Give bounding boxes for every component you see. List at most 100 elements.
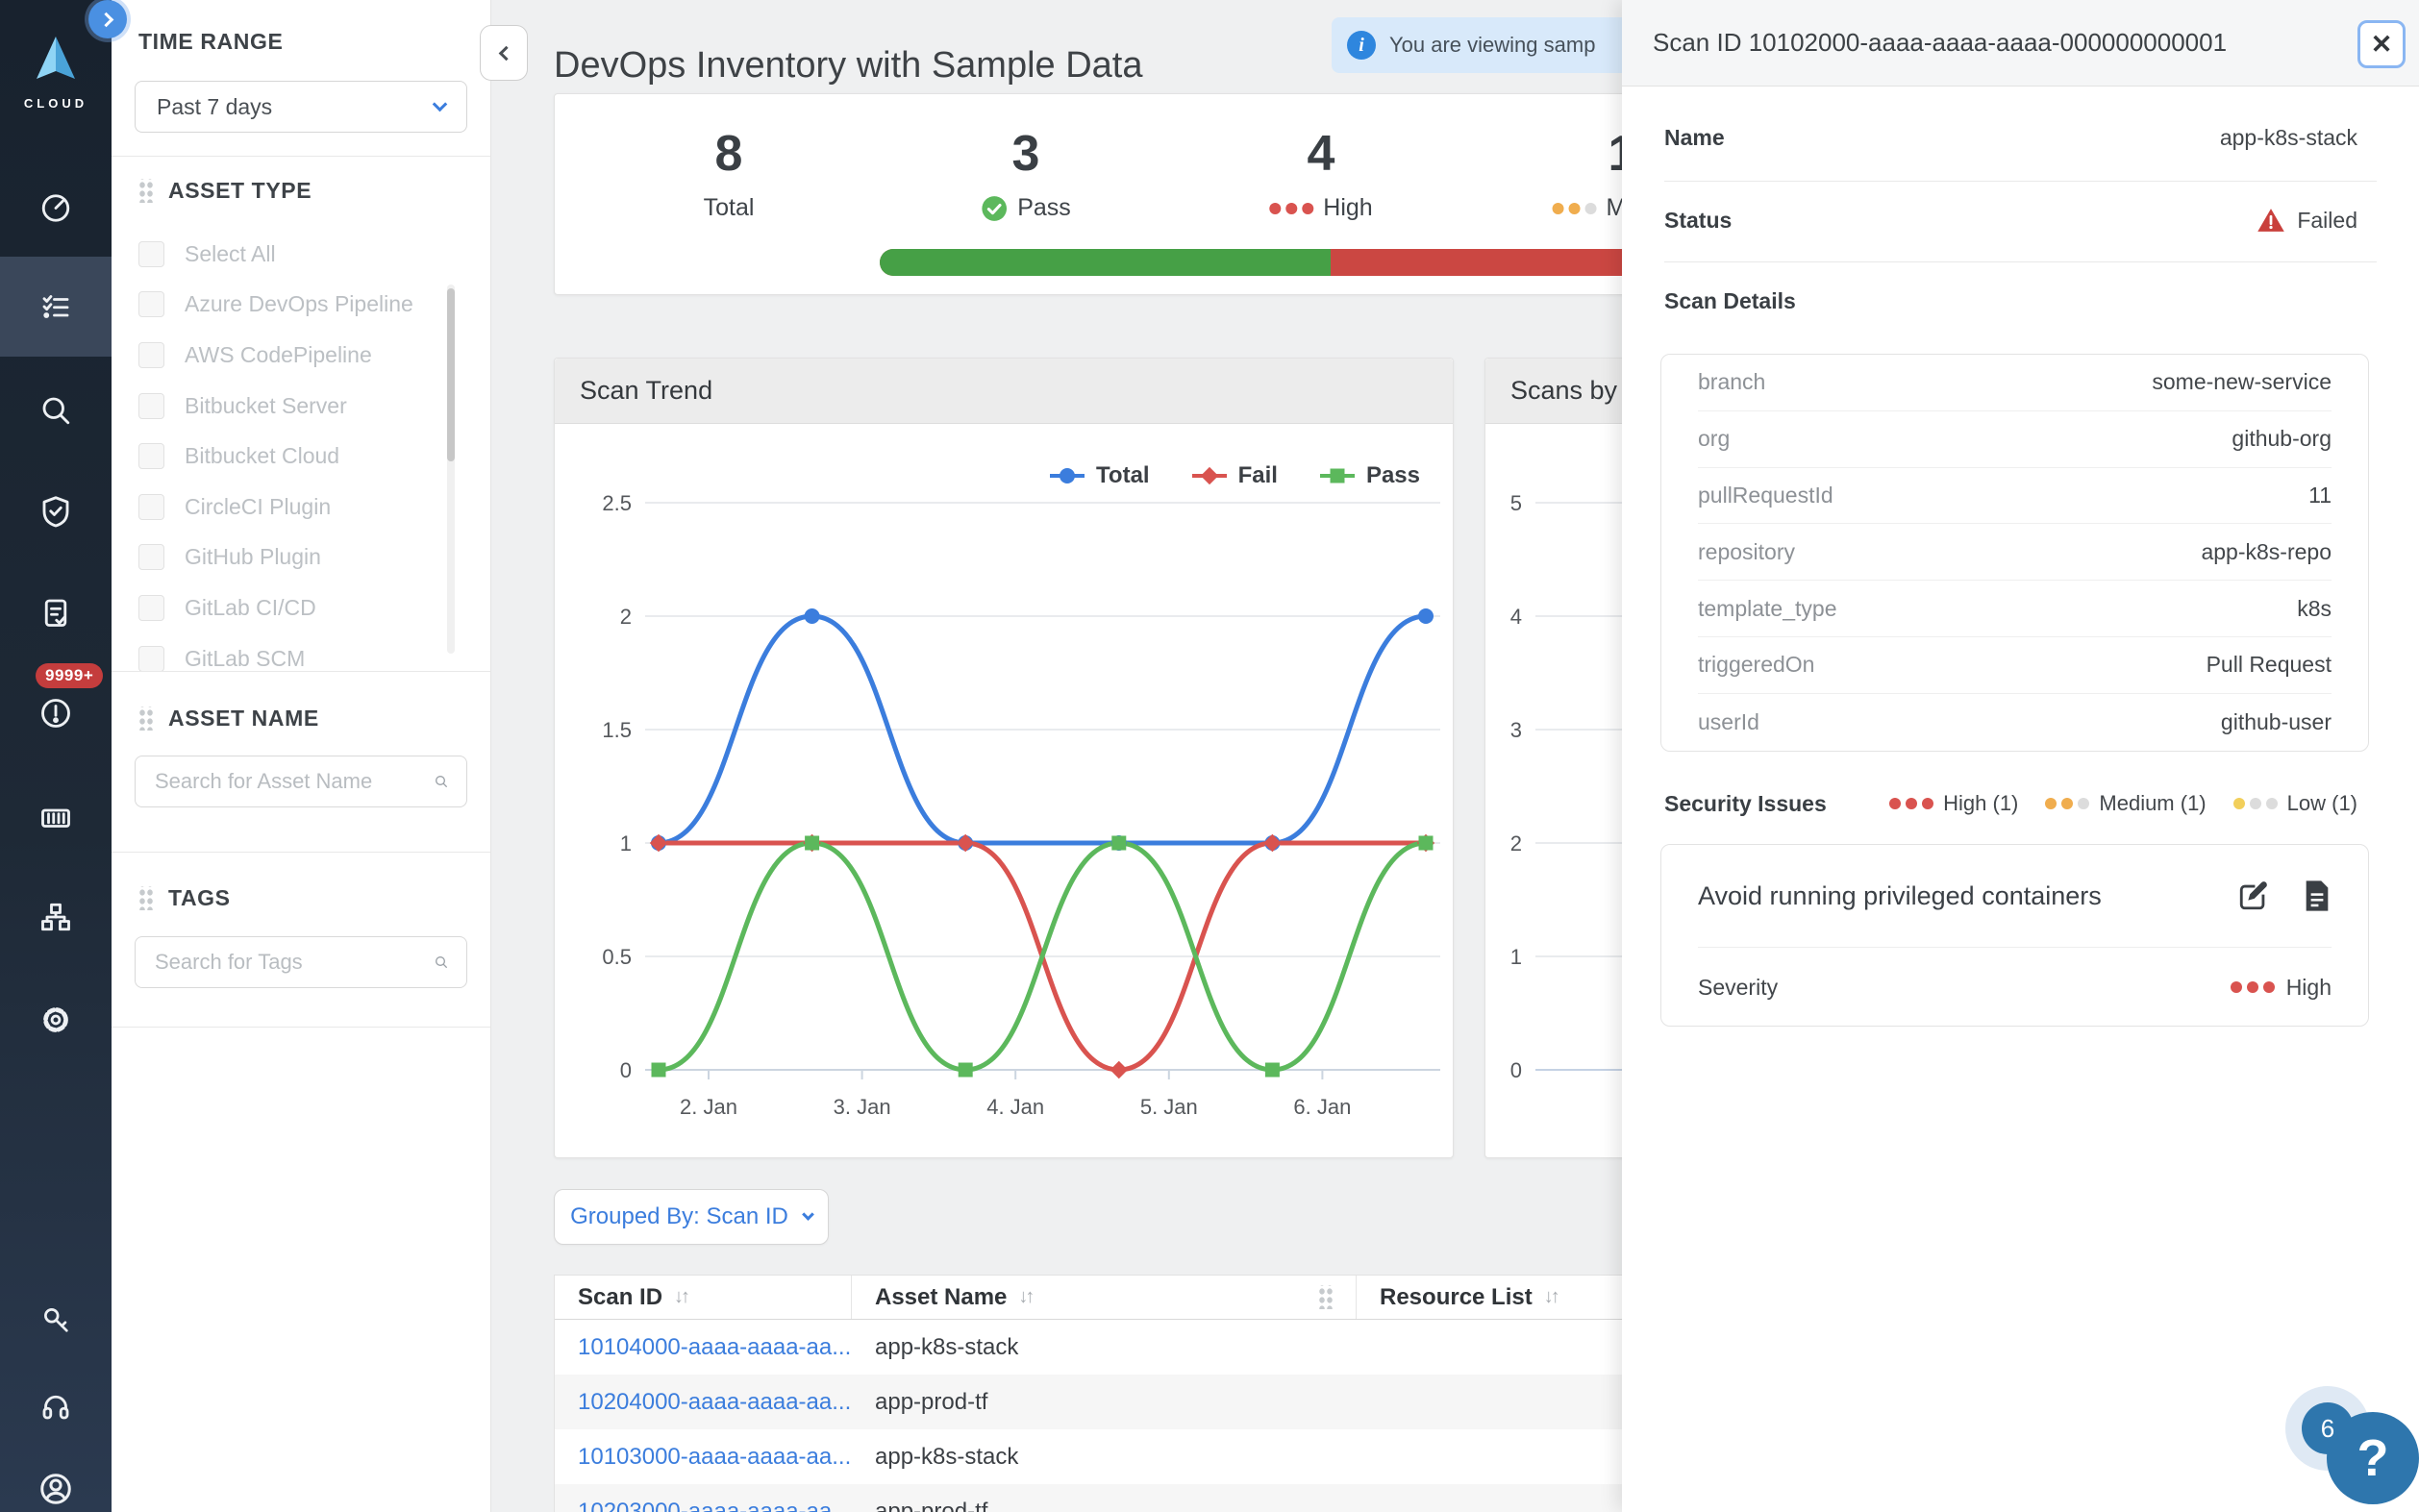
key-icon bbox=[44, 1308, 68, 1332]
status-value: Failed bbox=[2297, 207, 2357, 233]
detail-value: Pull Request bbox=[2206, 652, 2332, 678]
checkbox[interactable] bbox=[138, 594, 164, 621]
severity-dot bbox=[2246, 981, 2258, 993]
tags-search-input[interactable] bbox=[153, 949, 434, 976]
user-avatar-icon bbox=[40, 1474, 71, 1504]
sort-icon[interactable]: ↓↑ bbox=[1543, 1286, 1560, 1307]
filter-collapse-button[interactable] bbox=[480, 25, 528, 81]
document-icon[interactable] bbox=[2303, 880, 2332, 912]
asset-type-option[interactable]: Select All bbox=[112, 229, 491, 280]
checkbox[interactable] bbox=[138, 240, 164, 267]
drag-handle-icon[interactable] bbox=[138, 886, 153, 910]
stat-high: 4 High bbox=[1269, 126, 1373, 222]
sidebar-item-dashboard[interactable] bbox=[0, 157, 112, 257]
scan-id-link[interactable]: 10103000-aaaa-aaaa-aa... bbox=[578, 1443, 852, 1470]
table-row[interactable]: 10103000-aaaa-aaaa-aa... app-k8s-stack bbox=[555, 1429, 1710, 1484]
severity-dots-high bbox=[1269, 202, 1314, 214]
legend-item-fail[interactable]: Fail bbox=[1190, 462, 1278, 489]
checkbox[interactable] bbox=[138, 493, 164, 520]
time-range-value: Past 7 days bbox=[157, 93, 273, 119]
edit-icon[interactable] bbox=[2237, 880, 2270, 912]
sidebar-item-settings[interactable] bbox=[0, 970, 112, 1070]
sidebar-item-credentials[interactable] bbox=[0, 1270, 112, 1370]
asset-type-option[interactable]: Bitbucket Cloud bbox=[112, 431, 491, 482]
sidebar-item-compliance[interactable] bbox=[0, 461, 112, 561]
time-range-select[interactable]: Past 7 days bbox=[135, 81, 467, 133]
asset-type-option-label: Azure DevOps Pipeline bbox=[185, 291, 413, 317]
dashboard-icon bbox=[41, 194, 70, 222]
sidebar-item-policies[interactable] bbox=[0, 562, 112, 662]
scan-details-label: Scan Details bbox=[1664, 287, 1796, 313]
column-header-scan-id[interactable]: Scan ID ↓↑ bbox=[555, 1276, 852, 1319]
table-row[interactable]: 10204000-aaaa-aaaa-aa... app-prod-tf bbox=[555, 1375, 1710, 1429]
drag-handle-icon[interactable] bbox=[138, 179, 153, 203]
grouped-by-button[interactable]: Grouped By: Scan ID bbox=[554, 1189, 829, 1245]
sidebar-item-account[interactable] bbox=[0, 1439, 112, 1512]
name-value: app-k8s-stack bbox=[2219, 124, 2357, 150]
asset-type-option[interactable]: GitHub Plugin bbox=[112, 533, 491, 583]
alert-circle-icon bbox=[41, 699, 70, 728]
sidebar-expand-toggle[interactable] bbox=[88, 0, 127, 38]
brand-logo-text: CLOUD bbox=[23, 96, 88, 111]
legend-item-pass[interactable]: Pass bbox=[1318, 462, 1420, 489]
checkbox[interactable] bbox=[138, 443, 164, 470]
scan-details-card: branch some-new-service org github-org pullR… bbox=[1660, 354, 2369, 752]
severity-dot bbox=[2249, 798, 2261, 809]
checkbox[interactable] bbox=[138, 544, 164, 571]
checkbox[interactable] bbox=[138, 392, 164, 419]
detail-row: branch some-new-service bbox=[1698, 355, 2332, 411]
checkbox[interactable] bbox=[138, 291, 164, 318]
policy-clipboard-icon bbox=[44, 599, 67, 627]
scan-id-link[interactable]: 10203000-aaaa-aaaa-aa... bbox=[578, 1498, 852, 1512]
sidebar-item-containers[interactable] bbox=[0, 766, 112, 866]
security-issues-row: Security Issues High (1) Medium (1) Low (1… bbox=[1664, 779, 2357, 829]
table-row[interactable]: 10104000-aaaa-aaaa-aa... app-k8s-stack bbox=[555, 1320, 1710, 1375]
detail-key: org bbox=[1698, 426, 1731, 452]
asset-type-option[interactable]: GitLab SCM bbox=[112, 633, 491, 671]
drag-handle-icon[interactable] bbox=[138, 706, 153, 731]
column-header-asset-name[interactable]: Asset Name ↓↑ bbox=[852, 1276, 1357, 1319]
detail-row: pullRequestId 11 bbox=[1698, 468, 2332, 525]
container-icon bbox=[41, 808, 70, 828]
sidebar-item-inventory[interactable] bbox=[0, 257, 112, 357]
asset-name-label: ASSET NAME bbox=[168, 706, 319, 731]
sidebar-item-alerts[interactable] bbox=[0, 663, 112, 763]
scan-id-link[interactable]: 10204000-aaaa-aaaa-aa... bbox=[578, 1388, 852, 1415]
detail-value: app-k8s-repo bbox=[2201, 538, 2332, 564]
table-row[interactable]: 10203000-aaaa-aaaa-aa... app-prod-tf bbox=[555, 1484, 1710, 1512]
svg-text:4: 4 bbox=[1510, 605, 1522, 629]
checkbox[interactable] bbox=[138, 341, 164, 368]
scan-id-link[interactable]: 10104000-aaaa-aaaa-aa... bbox=[578, 1333, 852, 1360]
scrollbar-thumb[interactable] bbox=[447, 288, 455, 461]
asset-type-option[interactable]: AWS CodePipeline bbox=[112, 330, 491, 381]
svg-text:1: 1 bbox=[620, 831, 632, 855]
scrollbar-track[interactable] bbox=[447, 285, 455, 654]
sidebar-item-search[interactable] bbox=[0, 360, 112, 460]
severity-dot bbox=[2045, 798, 2057, 809]
name-row: Name app-k8s-stack bbox=[1664, 108, 2357, 167]
scan-detail-panel: Scan ID 10102000-aaaa-aaaa-aaaa-00000000… bbox=[1622, 0, 2419, 1512]
column-header-resource-list[interactable]: Resource List ↓↑ bbox=[1357, 1276, 1710, 1319]
severity-dot bbox=[2078, 798, 2090, 809]
asset-type-option[interactable]: CircleCI Plugin bbox=[112, 482, 491, 533]
stat-high-value: 4 bbox=[1307, 126, 1335, 182]
legend-item-total[interactable]: Total bbox=[1048, 462, 1150, 489]
tags-label: TAGS bbox=[168, 885, 231, 910]
severity-dot bbox=[1906, 798, 1918, 809]
asset-type-option[interactable]: Bitbucket Server bbox=[112, 381, 491, 432]
sidebar-item-network[interactable] bbox=[0, 867, 112, 967]
sidebar-item-support[interactable] bbox=[0, 1356, 112, 1456]
drag-handle-icon[interactable] bbox=[1318, 1285, 1333, 1309]
sort-icon[interactable]: ↓↑ bbox=[1018, 1286, 1035, 1307]
asset-name-search-input[interactable] bbox=[153, 768, 434, 795]
asset-type-option[interactable]: GitLab CI/CD bbox=[112, 582, 491, 633]
asset-type-option-label: GitLab CI/CD bbox=[185, 594, 316, 620]
sort-icon[interactable]: ↓↑ bbox=[674, 1286, 690, 1307]
scan-trend-chart[interactable]: 2.5 2 1.5 1 0.5 0 2. Jan 3. Jan 4. Jan 5. Jan 6. J… bbox=[570, 493, 1445, 1128]
close-button[interactable]: ✕ bbox=[2357, 20, 2406, 68]
severity-dots-medium bbox=[1552, 202, 1597, 214]
asset-type-option[interactable]: Azure DevOps Pipeline bbox=[112, 280, 491, 331]
checkbox[interactable] bbox=[138, 645, 164, 671]
cell-scan-id: 10203000-aaaa-aaaa-aa... bbox=[555, 1499, 852, 1512]
help-button[interactable]: ? bbox=[2327, 1412, 2419, 1504]
